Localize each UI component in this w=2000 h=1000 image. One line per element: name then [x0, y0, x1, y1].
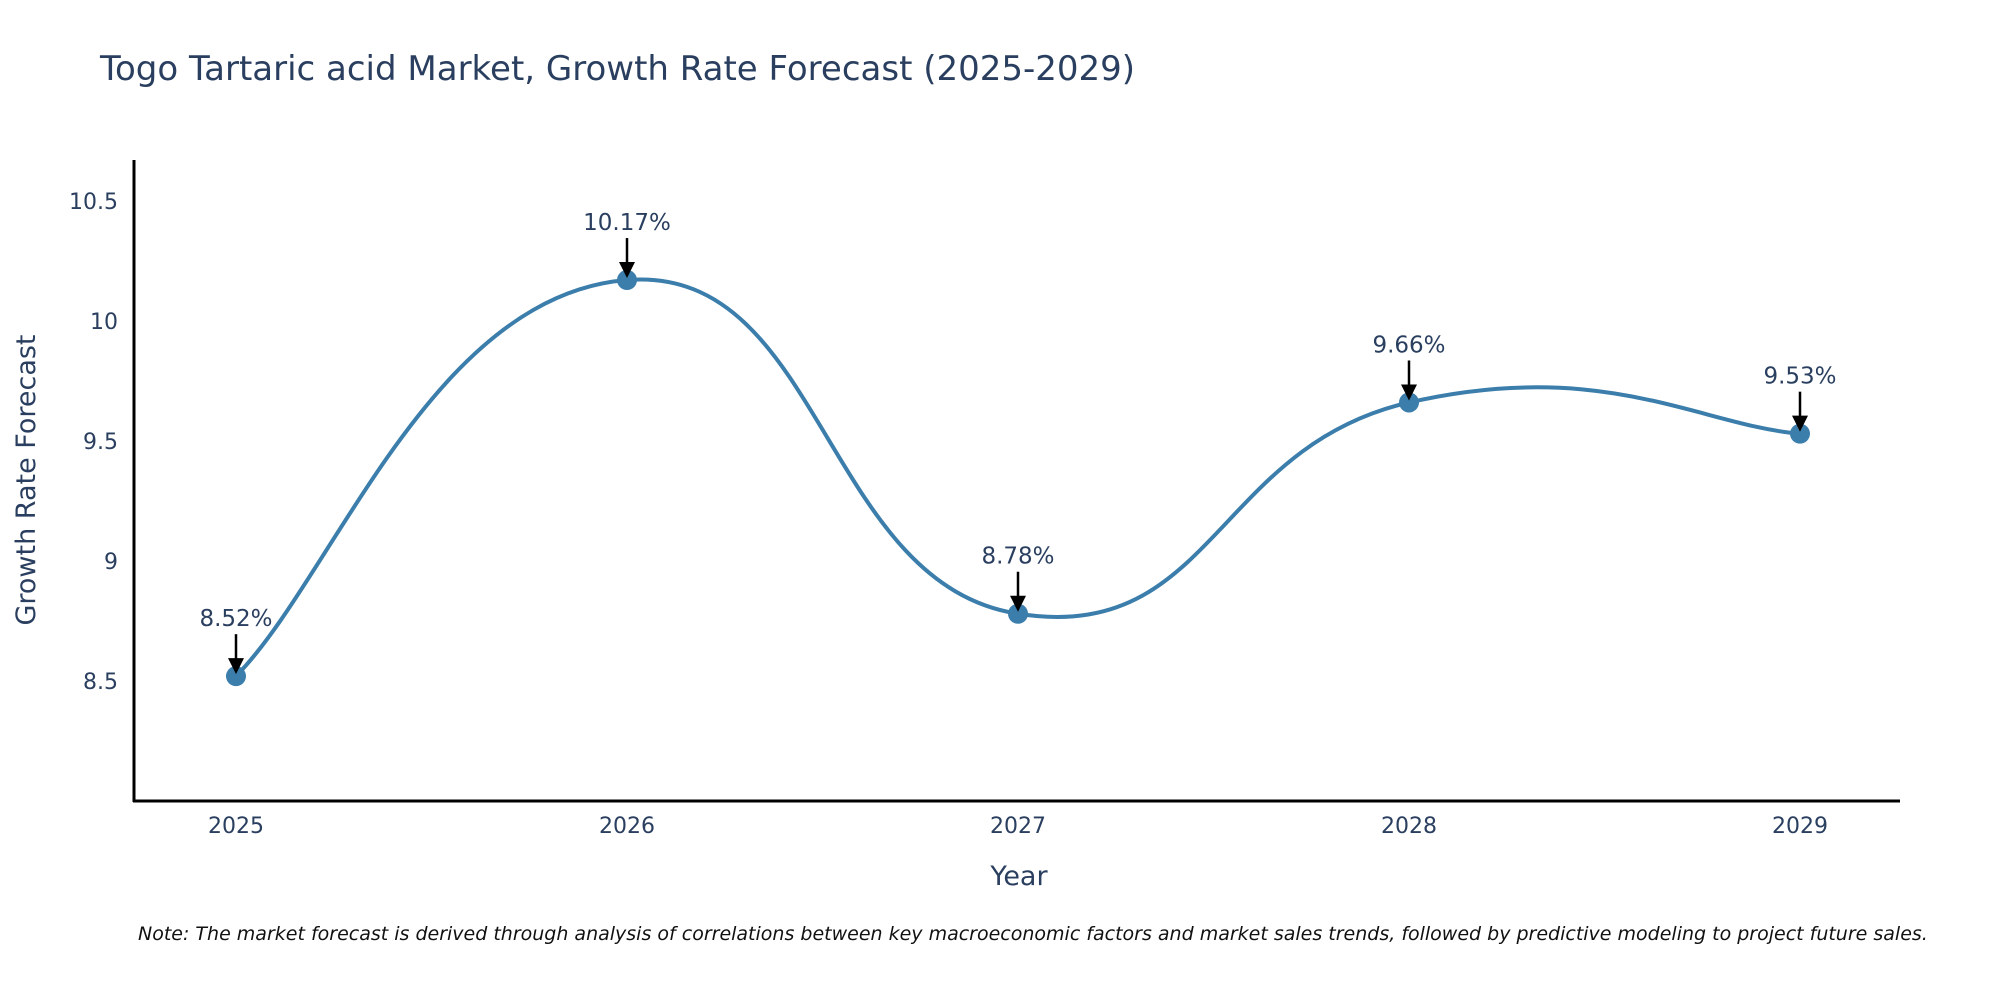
data-point-2029: [1790, 423, 1810, 444]
chart-title: Togo Tartaric acid Market, Growth Rate F…: [99, 49, 1135, 89]
annotation-arrow-head-2028: [1401, 384, 1417, 401]
series-line: [234, 277, 1801, 678]
y-tick-label-9: 9: [104, 550, 118, 575]
data-label-2029: 9.53%: [1763, 364, 1836, 390]
footnote: Note: The market forecast is derived thr…: [138, 923, 1928, 945]
plot-area: 8.52%10.17%8.78%9.66%9.53% 2025 2026 2027 2…: [69, 190, 1837, 839]
y-tick-label-10.5: 10.5: [69, 190, 118, 215]
x-axis-title: Year: [989, 861, 1048, 892]
data-point-2025: [226, 666, 246, 687]
data-label-2027: 8.78%: [981, 544, 1054, 570]
y-tick-label-9.5: 9.5: [83, 430, 118, 455]
data-point-2026: [617, 270, 637, 291]
y-axis-title: Growth Rate Forecast: [11, 334, 42, 625]
data-point-2027: [1008, 603, 1028, 624]
annotation-arrow-head-2029: [1792, 415, 1808, 432]
y-tick-label-8.5: 8.5: [83, 670, 118, 695]
y-tick-label-10: 10: [90, 310, 118, 335]
x-tick-label-2028: 2028: [1381, 814, 1437, 839]
data-label-2026: 10.17%: [583, 210, 671, 236]
annotation-arrow-head-2027: [1010, 595, 1026, 612]
axis-ticks: 2025 2026 2027 2028 2029 8.5 9 9.5 10 10.5: [69, 190, 1828, 839]
data-label-2025: 8.52%: [199, 606, 272, 632]
x-tick-label-2026: 2026: [599, 814, 655, 839]
data-point-2028: [1399, 392, 1419, 413]
x-tick-label-2029: 2029: [1772, 814, 1828, 839]
x-tick-label-2027: 2027: [990, 814, 1046, 839]
data-marks: 8.52% 10.17% 8.78% 9.66% 9.53%: [199, 210, 1837, 687]
x-tick-label-2025: 2025: [208, 814, 264, 839]
data-label-2028: 9.66%: [1372, 332, 1445, 358]
annotation-arrow-head-2026: [619, 262, 635, 279]
annotation-arrow-head-2025: [228, 658, 244, 675]
